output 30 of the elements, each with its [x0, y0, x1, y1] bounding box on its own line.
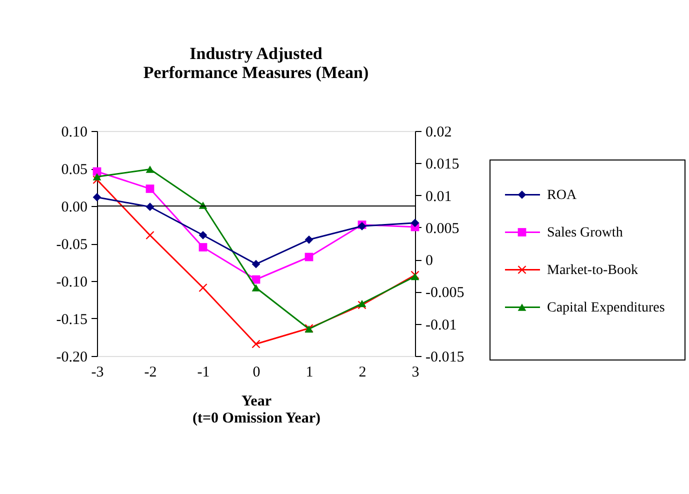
text: Industry Adjusted	[190, 44, 322, 63]
x-tick-label: -2	[144, 364, 157, 380]
x-axis-title: Year	[242, 394, 272, 410]
x-tick-label: 2	[358, 364, 366, 380]
y-tick-label: -0.05	[56, 237, 88, 253]
text: Performance Measures (Mean)	[143, 63, 369, 82]
y2-tick-label: -0.005	[426, 285, 464, 302]
legend-label: ROA	[547, 188, 578, 203]
x-tick-label: -3	[91, 364, 104, 380]
text: (t=0 Omission Year)	[192, 410, 320, 426]
y-tick-label: -0.10	[56, 274, 88, 290]
y2-tick-label: 0.01	[426, 188, 452, 205]
y2-tick-label: 0.015	[426, 156, 460, 173]
legend-label: Market-to-Book	[547, 262, 638, 278]
y-tick-label: 0.10	[61, 124, 88, 140]
y2-tick-label: -0.01	[426, 317, 457, 334]
x-tick-label: 3	[412, 364, 420, 380]
y2-tick-label: 0	[426, 253, 433, 270]
y-tick-label: 0.00	[61, 200, 88, 216]
x-tick-label: -1	[197, 364, 210, 380]
y-tick-label: -0.20	[56, 350, 88, 366]
y2-tick-label: -0.015	[426, 350, 464, 366]
x-tick-label: 1	[306, 364, 314, 380]
y2-tick-label: 0.02	[426, 124, 452, 140]
y-tick-label: 0.05	[61, 162, 88, 178]
y-tick-label: -0.15	[56, 312, 88, 328]
y2-tick-label: 0.005	[426, 220, 460, 237]
legend-label: Sales Growth	[547, 225, 623, 240]
x-tick-label: 0	[252, 364, 260, 380]
legend-label: Capital Expenditures	[547, 300, 665, 316]
